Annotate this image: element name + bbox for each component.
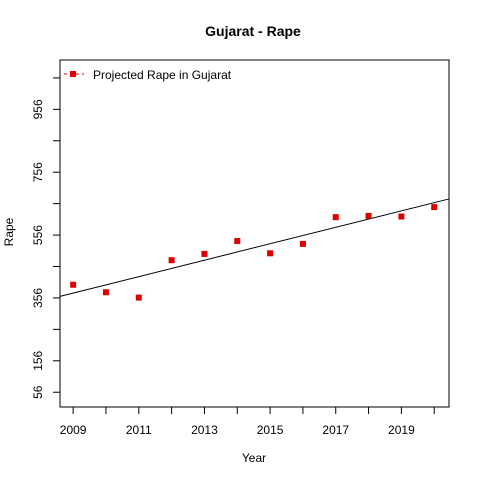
data-point <box>431 204 438 211</box>
x-axis: 2009 2011 2013 2015 2017 2019 <box>60 407 435 437</box>
data-point <box>234 238 241 245</box>
data-points-layer <box>70 204 438 301</box>
legend: Projected Rape in Gujarat <box>64 68 232 82</box>
y-axis: 56 156 356 556 756 956 <box>31 77 60 399</box>
data-point <box>398 213 405 220</box>
data-point <box>365 212 372 219</box>
data-point <box>267 250 274 257</box>
trend-line-layer <box>59 198 450 297</box>
y-tick-label: 756 <box>31 162 45 182</box>
x-tick-label: 2017 <box>322 423 349 437</box>
y-axis-title: Rape <box>2 217 16 246</box>
x-tick-label: 2015 <box>257 423 284 437</box>
legend-marker-swatch <box>70 71 76 77</box>
x-tick-label: 2013 <box>191 423 218 437</box>
trend-line <box>59 198 450 297</box>
data-point <box>332 214 339 221</box>
data-point <box>102 289 109 296</box>
chart-title: Gujarat - Rape <box>205 23 301 39</box>
data-point <box>168 257 175 264</box>
y-tick-label: 156 <box>31 350 45 370</box>
legend-entry-label: Projected Rape in Gujarat <box>93 68 232 82</box>
y-tick-label: 356 <box>31 288 45 308</box>
y-tick-label: 556 <box>31 225 45 245</box>
y-tick-label: 956 <box>31 99 45 119</box>
data-point <box>299 240 306 247</box>
data-point <box>135 294 142 301</box>
x-tick-label: 2019 <box>388 423 415 437</box>
x-tick-label: 2009 <box>60 423 87 437</box>
data-point <box>70 281 77 288</box>
y-tick-label: 56 <box>31 385 45 399</box>
x-tick-label: 2011 <box>126 423 152 437</box>
plot-frame <box>59 59 450 408</box>
x-axis-title: Year <box>242 451 266 465</box>
data-point <box>201 250 208 257</box>
